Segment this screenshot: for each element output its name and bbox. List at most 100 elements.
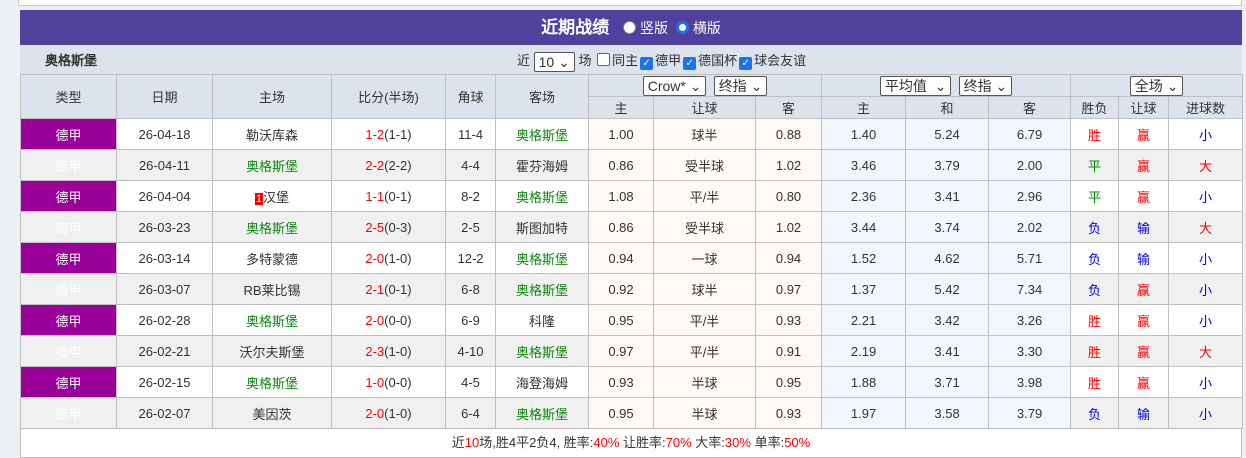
match-count-select[interactable]: 10 ⌄ bbox=[533, 51, 575, 72]
company-select[interactable]: Crow* ⌄ bbox=[642, 75, 707, 96]
euro-type-select[interactable]: 终指 ⌄ bbox=[958, 75, 1013, 96]
home-team[interactable]: 奥格斯堡 bbox=[245, 220, 298, 236]
away-team[interactable]: 奥格斯堡 bbox=[515, 127, 568, 143]
horizontal-radio[interactable] bbox=[675, 21, 689, 34]
away-team-cell[interactable]: 奥格斯堡 bbox=[495, 397, 589, 429]
away-team-cell[interactable]: 奥格斯堡 bbox=[495, 242, 589, 274]
away-team-cell[interactable]: 霍芬海姆 bbox=[495, 149, 589, 181]
away-team-cell[interactable]: 海登海姆 bbox=[495, 366, 589, 398]
hcap-away-odds: 0.95 bbox=[754, 366, 823, 398]
league-cell[interactable]: 德甲 bbox=[20, 118, 117, 150]
league-cell[interactable]: 德甲 bbox=[20, 366, 117, 398]
home-team-cell[interactable]: 奥格斯堡 bbox=[212, 149, 332, 181]
league-checkbox-bundesliga[interactable]: ✓ bbox=[640, 57, 654, 70]
hcap-line: 一球 bbox=[653, 242, 756, 274]
hcap-line: 受半球 bbox=[653, 149, 756, 181]
home-team[interactable]: 汉堡 bbox=[263, 189, 290, 205]
hcap-away-odds: 0.88 bbox=[754, 118, 823, 150]
hcap-home-odds: 0.97 bbox=[588, 335, 654, 367]
away-team-cell[interactable]: 奥格斯堡 bbox=[495, 335, 589, 367]
league-label: 球会友谊 bbox=[754, 53, 807, 68]
euro-draw-odds: 3.41 bbox=[905, 180, 990, 212]
hcap-line: 平/半 bbox=[653, 180, 756, 212]
league-cell[interactable]: 德甲 bbox=[20, 211, 117, 243]
euro-draw-odds: 5.24 bbox=[905, 118, 990, 150]
away-team[interactable]: 奥格斯堡 bbox=[515, 406, 568, 422]
hcap-home-odds: 0.86 bbox=[588, 149, 654, 181]
score-cell[interactable]: 2-0(1-0) bbox=[331, 242, 446, 274]
score-cell[interactable]: 2-5(0-3) bbox=[331, 211, 446, 243]
home-team[interactable]: 沃尔夫斯堡 bbox=[239, 344, 305, 360]
hcap-line: 受半球 bbox=[653, 211, 756, 243]
home-team-cell[interactable]: 1汉堡 bbox=[212, 180, 332, 212]
euro-home-odds: 2.21 bbox=[821, 304, 907, 336]
score-cell[interactable]: 1-2(1-1) bbox=[331, 118, 446, 150]
away-team[interactable]: 斯图加特 bbox=[515, 220, 568, 236]
result-cell: 负 bbox=[1070, 211, 1120, 243]
date-cell: 26-02-07 bbox=[116, 397, 213, 429]
home-team[interactable]: RB莱比锡 bbox=[243, 282, 301, 298]
home-team[interactable]: 美因茨 bbox=[252, 406, 292, 422]
score-cell[interactable]: 1-1(0-1) bbox=[331, 180, 446, 212]
league-cell[interactable]: 德甲 bbox=[20, 304, 117, 336]
score-cell[interactable]: 2-2(2-2) bbox=[331, 149, 446, 181]
home-team-cell[interactable]: 沃尔夫斯堡 bbox=[212, 335, 332, 367]
home-team[interactable]: 勒沃库森 bbox=[245, 127, 298, 143]
date-cell: 26-04-18 bbox=[116, 118, 213, 150]
away-team[interactable]: 奥格斯堡 bbox=[515, 282, 568, 298]
hcap-line: 半球 bbox=[653, 366, 756, 398]
away-team[interactable]: 奥格斯堡 bbox=[515, 251, 568, 267]
home-team-cell[interactable]: 多特蒙德 bbox=[212, 242, 332, 274]
goals-result-cell: 大 bbox=[1168, 149, 1244, 181]
score-cell[interactable]: 2-3(1-0) bbox=[331, 335, 446, 367]
vertical-label[interactable]: 竖版 bbox=[640, 20, 668, 36]
away-team[interactable]: 霍芬海姆 bbox=[515, 158, 568, 174]
league-cell[interactable]: 德甲 bbox=[20, 149, 117, 181]
home-team[interactable]: 多特蒙德 bbox=[245, 251, 298, 267]
home-team-cell[interactable]: 勒沃库森 bbox=[212, 118, 332, 150]
away-team-cell[interactable]: 奥格斯堡 bbox=[495, 273, 589, 305]
home-team[interactable]: 奥格斯堡 bbox=[245, 375, 298, 391]
euro-draw-odds: 3.41 bbox=[905, 335, 990, 367]
score-cell[interactable]: 2-0(1-0) bbox=[331, 397, 446, 429]
home-team[interactable]: 奥格斯堡 bbox=[245, 313, 298, 329]
score-cell[interactable]: 1-0(0-0) bbox=[331, 366, 446, 398]
goals-result-cell: 小 bbox=[1168, 118, 1244, 150]
home-team-cell[interactable]: 奥格斯堡 bbox=[212, 304, 332, 336]
home-team[interactable]: 奥格斯堡 bbox=[245, 158, 298, 174]
period-cell: 全场 ⌄ bbox=[1070, 74, 1244, 97]
league-cell[interactable]: 德甲 bbox=[20, 180, 117, 212]
odds-type-select[interactable]: 终指 ⌄ bbox=[713, 75, 768, 96]
home-team-cell[interactable]: 奥格斯堡 bbox=[212, 366, 332, 398]
league-checkbox-dfb-cup[interactable]: ✓ bbox=[683, 57, 697, 70]
league-cell[interactable]: 德甲 bbox=[20, 242, 117, 274]
league-cell[interactable]: 德甲 bbox=[20, 397, 117, 429]
away-team[interactable]: 科隆 bbox=[528, 313, 555, 329]
home-team-cell[interactable]: 奥格斯堡 bbox=[212, 211, 332, 243]
col-away: 客场 bbox=[495, 74, 589, 119]
home-team-cell[interactable]: RB莱比锡 bbox=[212, 273, 332, 305]
goals-result-cell: 大 bbox=[1168, 211, 1244, 243]
same-home-checkbox[interactable] bbox=[597, 53, 611, 66]
score-cell[interactable]: 2-0(0-0) bbox=[331, 304, 446, 336]
period-select[interactable]: 全场 ⌄ bbox=[1129, 75, 1184, 96]
score-cell[interactable]: 2-1(0-1) bbox=[331, 273, 446, 305]
away-team[interactable]: 奥格斯堡 bbox=[515, 344, 568, 360]
away-team-cell[interactable]: 奥格斯堡 bbox=[495, 118, 589, 150]
home-team-cell[interactable]: 美因茨 bbox=[212, 397, 332, 429]
half-score: (1-0) bbox=[384, 250, 412, 266]
away-team-cell[interactable]: 奥格斯堡 bbox=[495, 180, 589, 212]
away-team-cell[interactable]: 科隆 bbox=[495, 304, 589, 336]
away-team[interactable]: 海登海姆 bbox=[515, 375, 568, 391]
league-cell[interactable]: 德甲 bbox=[20, 273, 117, 305]
result-cell: 负 bbox=[1070, 242, 1120, 274]
result-cell: 平 bbox=[1070, 149, 1120, 181]
away-team[interactable]: 奥格斯堡 bbox=[515, 189, 568, 205]
away-team-cell[interactable]: 斯图加特 bbox=[495, 211, 589, 243]
league-checkbox-friendly[interactable]: ✓ bbox=[739, 57, 753, 70]
horizontal-label[interactable]: 横版 bbox=[692, 20, 721, 36]
hcap-result-cell: 赢 bbox=[1118, 273, 1170, 305]
league-cell[interactable]: 德甲 bbox=[20, 335, 117, 367]
vertical-radio[interactable] bbox=[623, 21, 636, 34]
average-select[interactable]: 平均值 ⌄ bbox=[879, 75, 952, 96]
